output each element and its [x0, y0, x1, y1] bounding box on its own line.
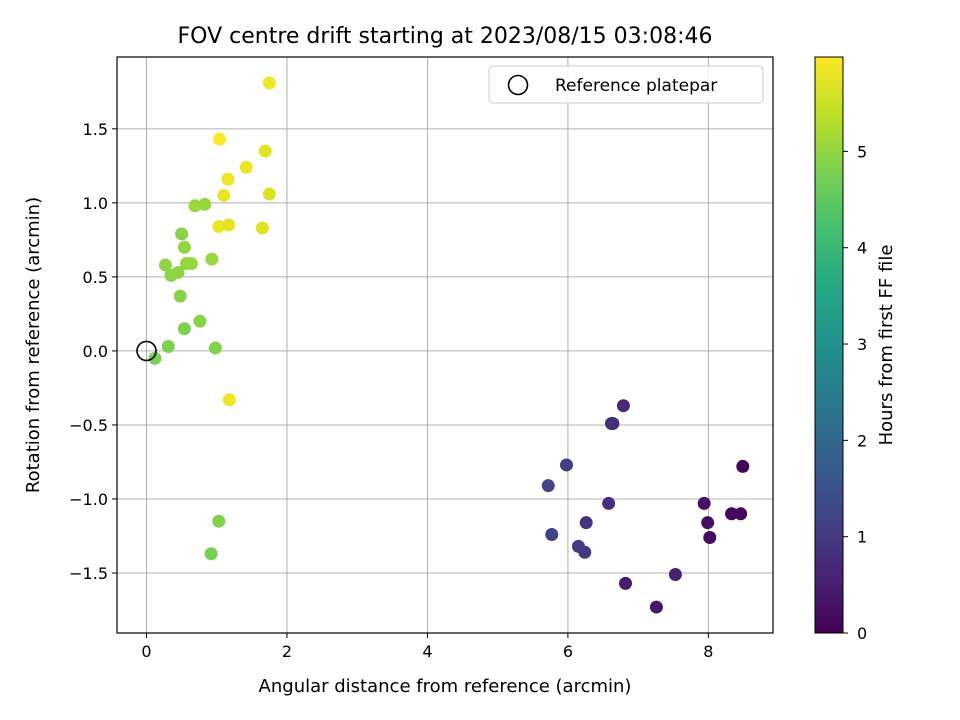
y-tick-label: 0.0	[83, 342, 108, 361]
y-tick-label: −1.5	[69, 564, 108, 583]
data-point	[184, 257, 198, 271]
data-point	[725, 507, 739, 521]
data-point	[222, 218, 236, 232]
data-point	[668, 568, 682, 582]
colorbar-label: Hours from first FF file	[876, 245, 897, 446]
data-point	[616, 399, 630, 413]
plot-frame	[116, 56, 774, 634]
data-point	[212, 514, 226, 528]
data-point	[541, 479, 555, 493]
data-point	[734, 507, 748, 521]
colorbar-tick-label: 3	[857, 335, 867, 354]
x-tick-label: 6	[563, 642, 573, 661]
data-point	[255, 221, 269, 235]
colorbar-tick-label: 5	[857, 142, 867, 161]
colorbar-ticks: 0 1 2 3 4 5	[843, 142, 867, 643]
data-point	[217, 188, 231, 202]
data-point	[560, 458, 574, 472]
x-tick-label: 2	[282, 642, 292, 661]
data-point	[198, 197, 212, 211]
data-point	[208, 341, 222, 355]
data-point	[604, 416, 618, 430]
data-point	[161, 339, 175, 353]
data-point	[175, 227, 189, 241]
x-tick-label: 4	[422, 642, 432, 661]
data-point	[701, 516, 715, 530]
data-point	[205, 252, 219, 266]
data-point	[222, 393, 236, 407]
data-point	[177, 240, 191, 254]
data-point	[703, 530, 717, 544]
y-tick-label: 1.5	[83, 120, 108, 139]
data-point	[188, 199, 202, 213]
data-point	[173, 289, 187, 303]
x-tick-label: 8	[703, 642, 713, 661]
legend-reference-marker	[507, 74, 529, 96]
reference-platepar-marker	[136, 340, 157, 362]
colorbar-tick-label: 0	[857, 624, 867, 643]
data-point	[545, 528, 559, 542]
data-point	[177, 322, 191, 336]
x-axis-label: Angular distance from reference (arcmin)	[259, 676, 632, 697]
x-axis-ticks: 0 2 4 6 8	[141, 633, 713, 661]
grid-lines	[117, 57, 773, 633]
data-point	[262, 187, 276, 201]
data-point	[571, 539, 585, 553]
data-point	[193, 314, 207, 328]
data-point	[213, 132, 227, 146]
data-point	[262, 76, 276, 90]
data-point	[602, 496, 616, 510]
colorbar-tick-label: 2	[857, 431, 867, 450]
legend-box	[488, 65, 764, 104]
chart-title: FOV centre drift starting at 2023/08/15 …	[178, 24, 713, 49]
y-axis-ticks: −1.5 −1.0 −0.5 0.0 0.5 1.0 1.5	[69, 120, 117, 583]
legend: Reference platepar	[488, 65, 764, 104]
legend-entry-reference-platepar: Reference platepar	[555, 76, 717, 96]
colorbar	[814, 56, 844, 634]
data-point	[649, 600, 663, 614]
data-point	[258, 144, 272, 158]
y-axis-label: Rotation from reference (arcmin)	[23, 197, 44, 493]
data-point	[239, 160, 253, 174]
data-point	[221, 172, 235, 186]
x-tick-label: 0	[141, 642, 151, 661]
colorbar-tick-label: 1	[857, 528, 867, 547]
scatter-series	[148, 76, 750, 614]
data-point	[736, 459, 750, 473]
data-point	[619, 576, 633, 590]
y-tick-label: −1.0	[69, 490, 108, 509]
y-tick-label: −0.5	[69, 416, 108, 435]
y-tick-label: 0.5	[83, 268, 108, 287]
data-point	[579, 516, 593, 530]
data-point	[148, 351, 162, 365]
data-point	[158, 258, 172, 272]
data-point	[212, 220, 226, 234]
data-point	[171, 265, 185, 279]
colorbar-tick-label: 4	[857, 239, 867, 258]
data-point	[204, 547, 218, 561]
y-tick-label: 1.0	[83, 194, 108, 213]
data-point	[697, 496, 711, 510]
